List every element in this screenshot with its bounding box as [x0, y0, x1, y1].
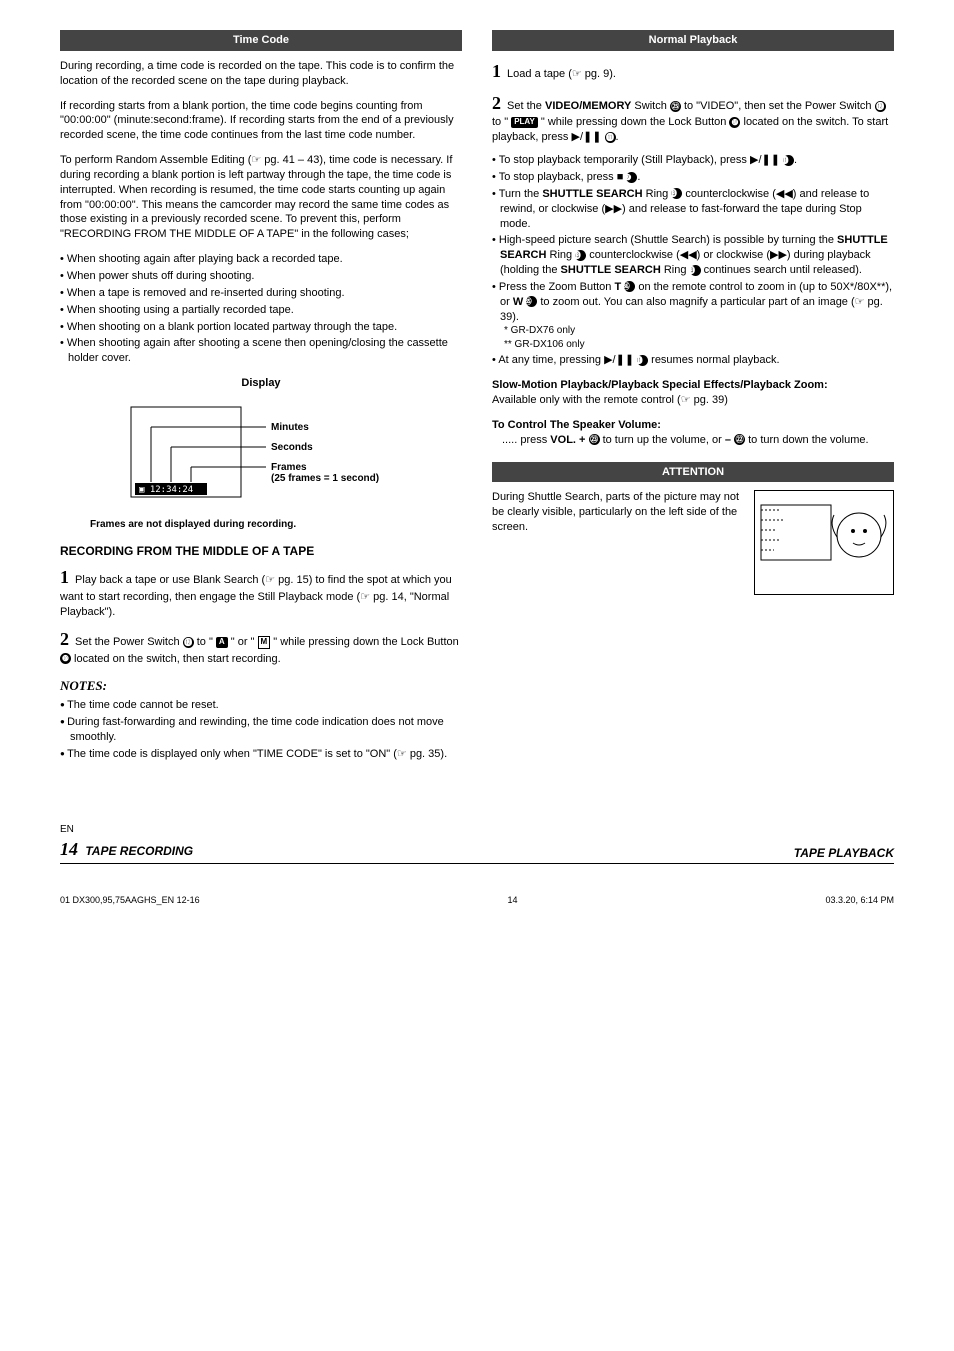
timecode-display-figure: ▣ 12:34:24 Minutes Seconds Frames (25 fr…	[121, 397, 401, 512]
list-item: During fast-forwarding and rewinding, th…	[60, 715, 462, 745]
attention-text: During Shuttle Search, parts of the pict…	[492, 490, 742, 535]
footnote-star1: * GR-DX76 only	[500, 324, 894, 338]
notes-heading: NOTES:	[60, 677, 462, 695]
meta-filename: 01 DX300,95,75AAGHS_EN 12-16	[60, 894, 200, 906]
page-number: 14	[60, 839, 78, 859]
list-item: To stop playback temporarily (Still Play…	[492, 153, 894, 168]
display-label: Display	[60, 376, 462, 391]
mode-play-icon: PLAY	[511, 117, 538, 128]
list-item: Press the Zoom Button T ㊱ on the remote …	[492, 280, 894, 352]
attention-illustration	[754, 490, 894, 595]
slow-motion-text: Available only with the remote control (…	[492, 393, 894, 408]
step-1: 1 Play back a tape or use Blank Search (…	[60, 565, 462, 619]
list-item: When shooting again after shooting a sce…	[60, 336, 462, 366]
ref-13-icon: ⓭	[690, 265, 701, 276]
display-caption: Frames are not displayed during recordin…	[90, 518, 462, 532]
ref-23-icon: ㉓	[589, 434, 600, 445]
footer-meta: 01 DX300,95,75AAGHS_EN 12-16 14 03.3.20,…	[60, 894, 894, 906]
list-item: When shooting using a partially recorded…	[60, 303, 462, 318]
two-column-layout: Time Code During recording, a time code …	[60, 30, 894, 763]
ref-11-icon: ⓫	[637, 355, 648, 366]
ref-12-icon: ⓬	[875, 101, 886, 112]
page-footer: EN 14 TAPE RECORDING TAPE PLAYBACK 01 DX…	[60, 823, 894, 906]
ref-36-icon: ㊱	[624, 281, 635, 292]
ref-11-icon: ⓫	[783, 155, 794, 166]
ref-25-icon: ㉕	[670, 101, 681, 112]
playback-bullets: To stop playback temporarily (Still Play…	[492, 153, 894, 368]
ref-35-icon: ㉟	[526, 296, 537, 307]
time-code-header: Time Code	[60, 30, 462, 51]
footer-left-title: TAPE RECORDING	[85, 844, 193, 858]
list-item: When shooting on a blank portion located…	[60, 320, 462, 335]
footer-left: EN 14 TAPE RECORDING	[60, 823, 193, 861]
time-code-cases-list: When shooting again after playing back a…	[60, 252, 462, 366]
ref-22-icon: ㉒	[734, 434, 745, 445]
meta-timestamp: 03.3.20, 6:14 PM	[825, 894, 894, 906]
step-number: 2	[60, 629, 69, 649]
ref-10-icon: ❿	[729, 117, 740, 128]
time-code-p3: To perform Random Assemble Editing (☞ pg…	[60, 153, 462, 242]
slow-motion-head: Slow-Motion Playback/Playback Special Ef…	[492, 378, 894, 393]
list-item: At any time, pressing ▶/❚❚ ⓫ resumes nor…	[492, 353, 894, 368]
left-column: Time Code During recording, a time code …	[60, 30, 462, 763]
list-item: High-speed picture search (Shuttle Searc…	[492, 233, 894, 278]
step-2-text: Set the Power Switch ⓬ to " A " or " M "…	[60, 636, 459, 664]
list-item: When power shuts off during shooting.	[60, 269, 462, 284]
ref-13-icon: ⓭	[671, 188, 682, 199]
step-number: 1	[60, 567, 69, 587]
minutes-label: Minutes	[271, 422, 309, 433]
list-item: When shooting again after playing back a…	[60, 252, 462, 267]
list-item: The time code is displayed only when "TI…	[60, 747, 462, 762]
pb-step1-text: Load a tape (☞ pg. 9).	[504, 68, 616, 80]
right-column: Normal Playback 1 Load a tape (☞ pg. 9).…	[492, 30, 894, 763]
pb-step-1: 1 Load a tape (☞ pg. 9).	[492, 59, 894, 83]
seconds-label: Seconds	[271, 442, 313, 453]
ref-13-icon: ⓭	[575, 250, 586, 261]
list-item: When a tape is removed and re-inserted d…	[60, 286, 462, 301]
recording-middle-head: RECORDING FROM THE MIDDLE OF A TAPE	[60, 543, 462, 559]
attention-block: During Shuttle Search, parts of the pict…	[492, 490, 894, 595]
mode-a-icon: A	[216, 637, 228, 648]
meta-page: 14	[508, 894, 518, 906]
mode-m-icon: M	[258, 636, 271, 649]
ref-12-icon: ⓬	[183, 637, 194, 648]
normal-playback-header: Normal Playback	[492, 30, 894, 51]
step-number: 2	[492, 93, 501, 113]
pb-step-2: 2 Set the VIDEO/MEMORY Switch ㉕ to "VIDE…	[492, 91, 894, 145]
footnote-star2: ** GR-DX106 only	[500, 338, 894, 352]
list-item: The time code cannot be reset.	[60, 698, 462, 713]
footer-right-title: TAPE PLAYBACK	[794, 845, 894, 861]
list-item: Turn the SHUTTLE SEARCH Ring ⓭ countercl…	[492, 187, 894, 232]
svg-text:(25 frames = 1 second): (25 frames = 1 second)	[271, 473, 379, 484]
frames-label: Frames	[271, 462, 307, 473]
ref-10-icon: ❿	[60, 653, 71, 664]
svg-text:▣ 12:34:24: ▣ 12:34:24	[139, 485, 193, 495]
volume-head: To Control The Speaker Volume:	[492, 418, 894, 433]
time-code-p1: During recording, a time code is recorde…	[60, 59, 462, 89]
step-2: 2 Set the Power Switch ⓬ to " A " or " M…	[60, 627, 462, 666]
step-number: 1	[492, 61, 501, 81]
ref-7-icon: ❼	[626, 172, 637, 183]
step-1-text: Play back a tape or use Blank Search (☞ …	[60, 574, 452, 617]
en-label: EN	[60, 823, 193, 837]
attention-header: ATTENTION	[492, 462, 894, 483]
ref-11-icon: ⓫	[605, 132, 616, 143]
pb-step2-text: Set the VIDEO/MEMORY Switch ㉕ to "VIDEO"…	[492, 100, 888, 143]
time-code-p2: If recording starts from a blank portion…	[60, 99, 462, 144]
notes-list: The time code cannot be reset. During fa…	[60, 698, 462, 761]
list-item: To stop playback, press ■ ❼.	[492, 170, 894, 185]
volume-text: ..... press VOL. + ㉓ to turn up the volu…	[492, 433, 894, 448]
